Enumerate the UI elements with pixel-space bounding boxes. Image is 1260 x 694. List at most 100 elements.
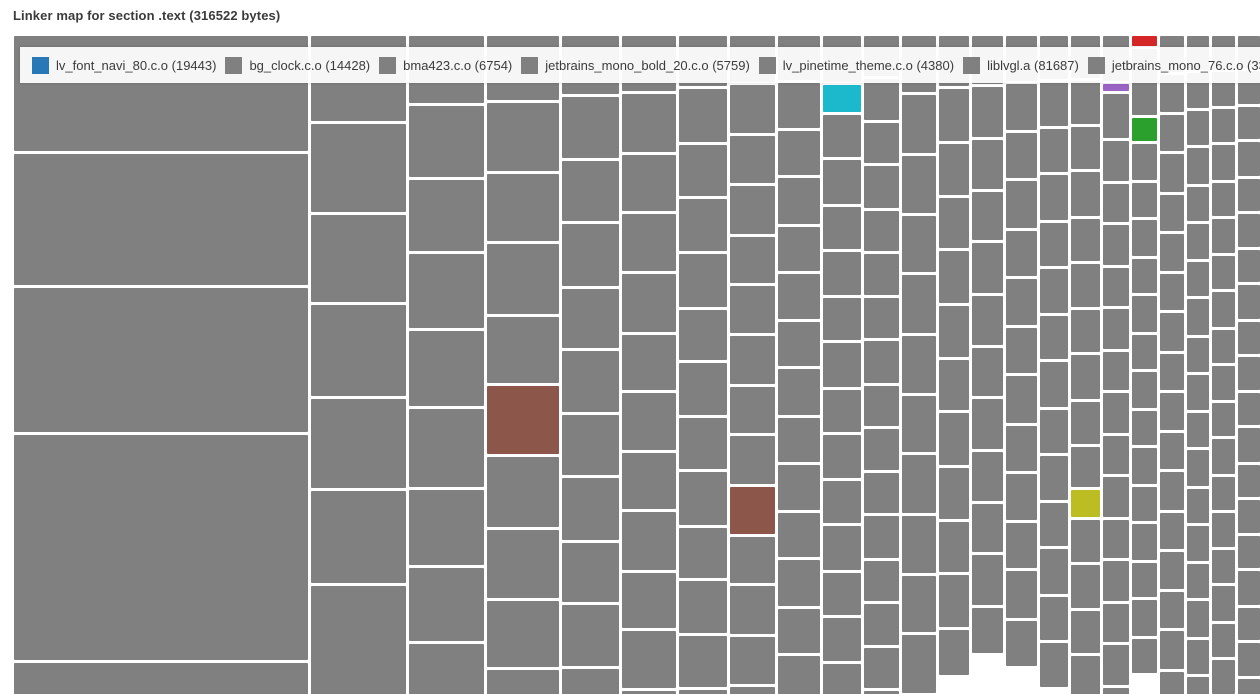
treemap-block[interactable] [902, 336, 936, 393]
treemap-block[interactable] [679, 418, 727, 469]
treemap-block[interactable] [823, 298, 861, 340]
treemap-block[interactable] [1187, 413, 1209, 447]
treemap-block[interactable] [1040, 456, 1068, 500]
treemap-block[interactable] [409, 331, 484, 406]
treemap-block[interactable] [823, 160, 861, 204]
treemap-block[interactable] [1071, 520, 1100, 562]
treemap-block[interactable] [864, 166, 899, 208]
treemap-block[interactable] [679, 310, 727, 360]
treemap-block[interactable] [1187, 338, 1209, 372]
treemap-block[interactable] [1160, 313, 1184, 351]
treemap-block[interactable] [1103, 604, 1129, 642]
treemap-block[interactable] [972, 504, 1003, 552]
treemap-block[interactable] [1132, 639, 1157, 673]
treemap-block[interactable] [1103, 352, 1129, 390]
treemap-block[interactable] [864, 123, 899, 163]
treemap-block[interactable] [1212, 439, 1235, 474]
treemap-block[interactable] [622, 214, 676, 271]
treemap-block[interactable] [1238, 214, 1260, 247]
treemap-block[interactable] [730, 136, 775, 183]
treemap-block[interactable] [1212, 219, 1235, 253]
treemap-block[interactable] [1071, 264, 1100, 307]
treemap-block[interactable] [864, 211, 899, 251]
treemap-block[interactable] [562, 543, 619, 602]
treemap-block[interactable] [939, 413, 969, 465]
treemap-block[interactable] [1187, 601, 1209, 637]
treemap-block[interactable] [1040, 597, 1068, 640]
treemap-block[interactable] [1238, 250, 1260, 282]
treemap-block[interactable] [1212, 477, 1235, 510]
treemap-block[interactable] [864, 386, 899, 426]
treemap-block-highlight[interactable] [1132, 118, 1157, 141]
treemap-block[interactable] [311, 491, 406, 583]
treemap-block[interactable] [902, 275, 936, 333]
treemap-block[interactable] [1103, 268, 1129, 306]
treemap-block[interactable] [679, 581, 727, 633]
treemap-block[interactable] [622, 155, 676, 211]
treemap-block[interactable] [622, 573, 676, 628]
treemap-block[interactable] [1040, 175, 1068, 220]
treemap-block[interactable] [14, 154, 308, 285]
treemap-block[interactable] [487, 174, 559, 241]
treemap-block[interactable] [972, 243, 1003, 293]
treemap-block[interactable] [1103, 477, 1129, 517]
treemap-block[interactable] [409, 409, 484, 487]
treemap-block[interactable] [1103, 225, 1129, 265]
treemap-block[interactable] [1238, 643, 1260, 676]
treemap-block[interactable] [864, 648, 899, 688]
treemap-block[interactable] [1187, 375, 1209, 410]
treemap-block[interactable] [1132, 296, 1157, 332]
treemap-block[interactable] [1187, 526, 1209, 561]
treemap-block[interactable] [1132, 220, 1157, 256]
treemap-block[interactable] [939, 468, 969, 519]
treemap-block[interactable] [1006, 523, 1037, 568]
treemap-block[interactable] [1040, 410, 1068, 453]
treemap-block[interactable] [1006, 279, 1037, 325]
treemap-block[interactable] [1132, 372, 1157, 408]
treemap-block[interactable] [823, 618, 861, 661]
treemap-block[interactable] [622, 512, 676, 570]
treemap-block[interactable] [1238, 500, 1260, 533]
treemap-block[interactable] [1160, 472, 1184, 510]
treemap-block[interactable] [679, 528, 727, 578]
treemap-block[interactable] [1212, 403, 1235, 436]
treemap-block[interactable] [1103, 184, 1129, 222]
treemap-block[interactable] [409, 568, 484, 641]
treemap-block[interactable] [1103, 436, 1129, 474]
treemap-block[interactable] [1160, 354, 1184, 390]
treemap-block[interactable] [1006, 474, 1037, 520]
treemap-block[interactable] [823, 252, 861, 295]
treemap-block[interactable] [1212, 183, 1235, 216]
treemap-block[interactable] [487, 457, 559, 527]
treemap-block[interactable] [1187, 111, 1209, 145]
treemap-block[interactable] [679, 636, 727, 687]
treemap-block[interactable] [562, 161, 619, 221]
treemap-block[interactable] [622, 94, 676, 152]
treemap-block[interactable] [562, 669, 619, 694]
treemap-block[interactable] [1160, 513, 1184, 549]
treemap-block[interactable] [1071, 127, 1100, 169]
treemap-block[interactable] [1187, 224, 1209, 259]
treemap-block[interactable] [1040, 223, 1068, 266]
treemap-block[interactable] [679, 690, 727, 694]
treemap-block[interactable] [1006, 571, 1037, 618]
treemap-block[interactable] [1132, 563, 1157, 597]
treemap-block[interactable] [1238, 107, 1260, 139]
treemap-block[interactable] [1160, 115, 1184, 151]
treemap-block[interactable] [1040, 82, 1068, 126]
treemap-block[interactable] [972, 399, 1003, 449]
treemap-block[interactable] [902, 576, 936, 632]
treemap-block[interactable] [902, 455, 936, 513]
treemap-block[interactable] [939, 251, 969, 303]
treemap-block[interactable] [972, 348, 1003, 396]
treemap-block[interactable] [562, 351, 619, 412]
treemap-block[interactable] [778, 560, 820, 606]
treemap-block[interactable] [1132, 600, 1157, 636]
treemap-block[interactable] [939, 198, 969, 248]
treemap-block[interactable] [730, 586, 775, 634]
treemap-block[interactable] [1212, 292, 1235, 327]
treemap-block-highlight[interactable] [1071, 490, 1100, 517]
treemap-block-highlight[interactable] [823, 85, 861, 112]
treemap-block[interactable] [1132, 487, 1157, 521]
treemap-block[interactable] [679, 145, 727, 196]
